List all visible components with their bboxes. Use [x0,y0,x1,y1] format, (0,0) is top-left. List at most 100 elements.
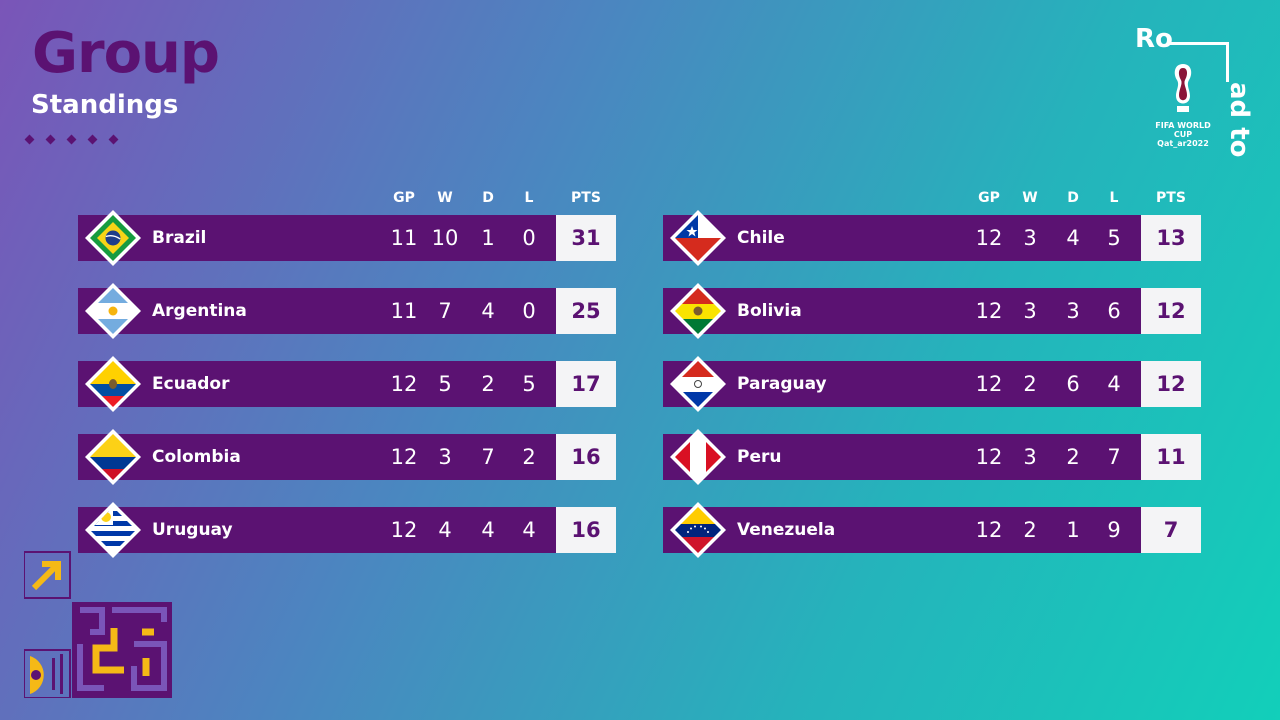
standings-table-right: GP W D L PTS Chile 12 3 4 5 13 [663,186,1203,566]
stat-d: 2 [1066,445,1080,469]
team-name: Venezuela [737,520,836,540]
table-row: Colombia 12 3 7 2 16 [78,429,616,485]
stat-l: 5 [1107,226,1121,250]
stat-pts: 31 [556,215,616,261]
stat-w: 3 [1023,299,1037,323]
column-header-gp: GP [978,190,1000,206]
team-name: Peru [737,447,782,467]
stat-gp: 12 [975,372,1003,396]
team-name: Bolivia [737,301,802,321]
page-title: Group [32,21,220,86]
stat-d: 3 [1066,299,1080,323]
stat-d: 7 [481,445,495,469]
team-name: Brazil [152,228,207,248]
stat-w: 7 [438,299,452,323]
stat-d: 1 [1066,518,1080,542]
table-row: Uruguay 12 4 4 4 16 [78,502,616,558]
team-name: Ecuador [152,374,230,394]
column-header-gp: GP [393,190,415,206]
logo-text-top: Ro [1135,24,1173,54]
stat-w: 2 [1023,372,1037,396]
stat-d: 6 [1066,372,1080,396]
stat-pts: 12 [1141,361,1201,407]
stat-w: 3 [438,445,452,469]
table-row: Paraguay 12 2 6 4 12 [663,356,1201,412]
column-header-l: L [524,190,534,206]
stat-pts: 7 [1141,507,1201,553]
ecuador-flag-icon [85,356,141,412]
stat-d: 4 [481,518,495,542]
table-row: Chile 12 3 4 5 13 [663,210,1201,266]
stat-gp: 12 [975,518,1003,542]
column-header-pts: PTS [571,190,601,206]
stat-l: 0 [522,299,536,323]
stat-gp: 12 [975,226,1003,250]
stat-l: 0 [522,226,536,250]
table-row: Brazil 11 10 1 0 31 [78,210,616,266]
table-row: Peru 12 3 2 7 11 [663,429,1201,485]
world-cup-trophy-icon [1174,64,1192,112]
argentina-flag-icon [85,283,141,339]
page-subtitle: Standings [31,90,179,120]
table-row: Venezuela 12 2 1 9 7 [663,502,1201,558]
table-row: Argentina 11 7 4 0 25 [78,283,616,339]
column-header-l: L [1109,190,1119,206]
table-row: Bolivia 12 3 3 6 12 [663,283,1201,339]
column-header-d: D [1067,190,1079,206]
stat-w: 3 [1023,226,1037,250]
stat-gp: 12 [390,372,418,396]
bolivia-flag-icon [670,283,726,339]
stat-w: 5 [438,372,452,396]
stat-d: 4 [1066,226,1080,250]
stat-pts: 16 [556,507,616,553]
decorative-dots [24,134,119,145]
stat-pts: 12 [1141,288,1201,334]
logo-brand-line2: Qat_ar2022 [1157,139,1209,149]
uruguay-flag-icon [85,502,141,558]
stat-gp: 12 [975,299,1003,323]
column-header-w: W [1022,190,1038,206]
stat-l: 9 [1107,518,1121,542]
road-to-qatar-logo: Ro ad to FIFA WORLD CUP Qat_ar2022 [1128,22,1258,162]
table-row: Ecuador 12 5 2 5 17 [78,356,616,412]
logo-text-side: ad to [1224,82,1254,158]
stat-w: 4 [438,518,452,542]
stat-w: 2 [1023,518,1037,542]
colombia-flag-icon [85,429,141,485]
stat-l: 6 [1107,299,1121,323]
stat-gp: 12 [390,445,418,469]
team-name: Paraguay [737,374,827,394]
stat-d: 1 [481,226,495,250]
team-name: Colombia [152,447,241,467]
column-header-d: D [482,190,494,206]
stat-l: 5 [522,372,536,396]
stat-gp: 12 [975,445,1003,469]
paraguay-flag-icon [670,356,726,412]
stat-l: 4 [1107,372,1121,396]
stat-gp: 11 [390,299,418,323]
stat-pts: 13 [1141,215,1201,261]
standings-table-left: GP W D L PTS Brazil 11 10 1 0 31 [78,186,618,566]
stat-w: 10 [431,226,459,250]
stat-d: 2 [481,372,495,396]
brazil-flag-icon [85,210,141,266]
stat-l: 7 [1107,445,1121,469]
stat-pts: 11 [1141,434,1201,480]
stat-pts: 17 [556,361,616,407]
stat-pts: 25 [556,288,616,334]
stat-gp: 12 [390,518,418,542]
stat-l: 4 [522,518,536,542]
team-name: Chile [737,228,785,248]
column-header-pts: PTS [1156,190,1186,206]
team-name: Argentina [152,301,247,321]
column-header-w: W [437,190,453,206]
stat-d: 4 [481,299,495,323]
peru-flag-icon [670,429,726,485]
stat-gp: 11 [390,226,418,250]
chile-flag-icon [670,210,726,266]
team-name: Uruguay [152,520,233,540]
stat-pts: 16 [556,434,616,480]
decorative-pattern [24,551,172,698]
logo-brand-line1: FIFA WORLD CUP [1155,121,1211,140]
venezuela-flag-icon [670,502,726,558]
